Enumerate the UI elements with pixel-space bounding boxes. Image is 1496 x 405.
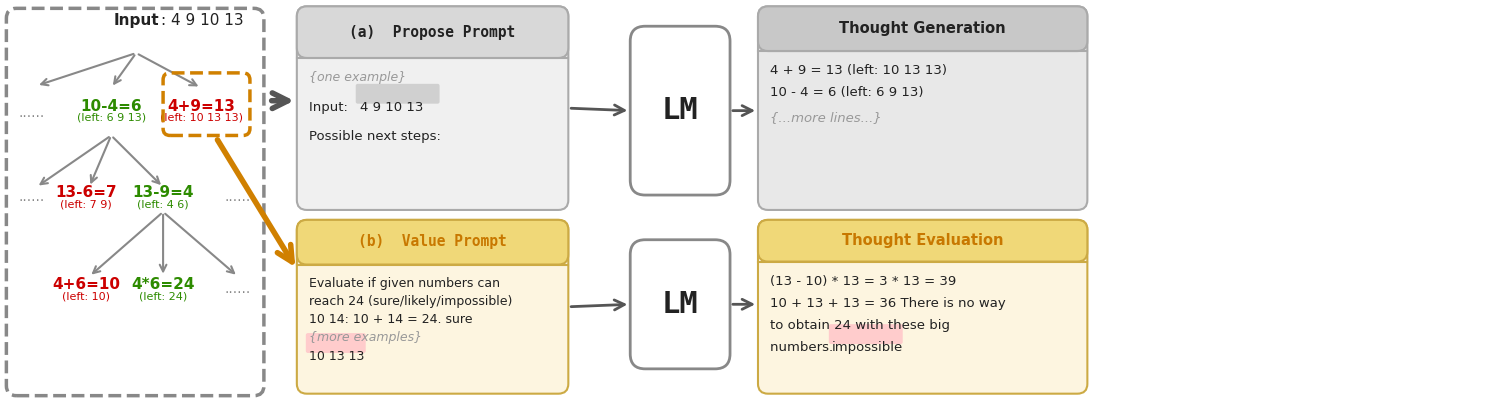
Text: Thought Generation: Thought Generation [839,21,1005,36]
Text: ......: ...... [224,282,251,296]
Text: (b)  Value Prompt: (b) Value Prompt [358,234,507,249]
Text: (left: 4 6): (left: 4 6) [138,199,188,209]
Text: 10-4=6: 10-4=6 [81,99,142,114]
Text: 4+9=13: 4+9=13 [168,99,235,114]
FancyBboxPatch shape [758,220,1088,262]
Text: ......: ...... [18,106,45,119]
Text: (left: 24): (left: 24) [139,291,187,301]
Text: 4 9 10 13: 4 9 10 13 [359,101,423,114]
Text: 4+6=10: 4+6=10 [52,277,120,292]
FancyBboxPatch shape [758,220,1088,394]
Text: Input:: Input: [308,101,352,114]
FancyBboxPatch shape [356,84,440,104]
FancyBboxPatch shape [296,6,568,58]
Text: 4*6=24: 4*6=24 [132,277,194,292]
Text: to obtain 24 with these big: to obtain 24 with these big [770,319,950,332]
Text: Input: Input [114,13,159,28]
FancyBboxPatch shape [630,26,730,195]
Text: {more examples}: {more examples} [308,331,422,344]
FancyBboxPatch shape [296,6,568,210]
FancyBboxPatch shape [829,324,902,344]
Text: 13-6=7: 13-6=7 [55,185,117,200]
Text: 10 13 13: 10 13 13 [308,350,364,363]
Text: Thought Evaluation: Thought Evaluation [842,233,1004,248]
Text: ......: ...... [18,190,45,204]
Text: ......: ...... [224,190,251,204]
FancyBboxPatch shape [296,220,568,264]
Text: (left: 10 13 13): (left: 10 13 13) [160,113,242,123]
Text: impossible: impossible [832,341,904,354]
Text: 10 - 4 = 6 (left: 6 9 13): 10 - 4 = 6 (left: 6 9 13) [770,86,923,99]
Text: {one example}: {one example} [308,71,405,84]
Text: (left: 10): (left: 10) [63,291,111,301]
Text: {...more lines...}: {...more lines...} [770,111,881,124]
Text: LM: LM [661,290,699,319]
FancyBboxPatch shape [305,333,365,353]
Text: reach 24 (sure/likely/impossible): reach 24 (sure/likely/impossible) [308,295,512,308]
Text: : 4 9 10 13: : 4 9 10 13 [162,13,244,28]
FancyBboxPatch shape [758,6,1088,210]
Text: 10 14: 10 + 14 = 24. sure: 10 14: 10 + 14 = 24. sure [308,313,473,326]
Text: 10 + 13 + 13 = 36 There is no way: 10 + 13 + 13 = 36 There is no way [770,297,1005,310]
FancyBboxPatch shape [630,240,730,369]
Text: (left: 6 9 13): (left: 6 9 13) [76,113,145,123]
Text: Possible next steps:: Possible next steps: [308,130,441,143]
Text: (a)  Propose Prompt: (a) Propose Prompt [350,25,516,40]
Text: 13-9=4: 13-9=4 [132,185,194,200]
Text: LM: LM [661,96,699,125]
Text: numbers.: numbers. [770,341,838,354]
Text: 4 + 9 = 13 (left: 10 13 13): 4 + 9 = 13 (left: 10 13 13) [770,64,947,77]
Text: (13 - 10) * 13 = 3 * 13 = 39: (13 - 10) * 13 = 3 * 13 = 39 [770,275,956,288]
Text: (left: 7 9): (left: 7 9) [60,199,112,209]
FancyBboxPatch shape [296,220,568,394]
FancyBboxPatch shape [758,6,1088,51]
Text: Evaluate if given numbers can: Evaluate if given numbers can [308,277,500,290]
